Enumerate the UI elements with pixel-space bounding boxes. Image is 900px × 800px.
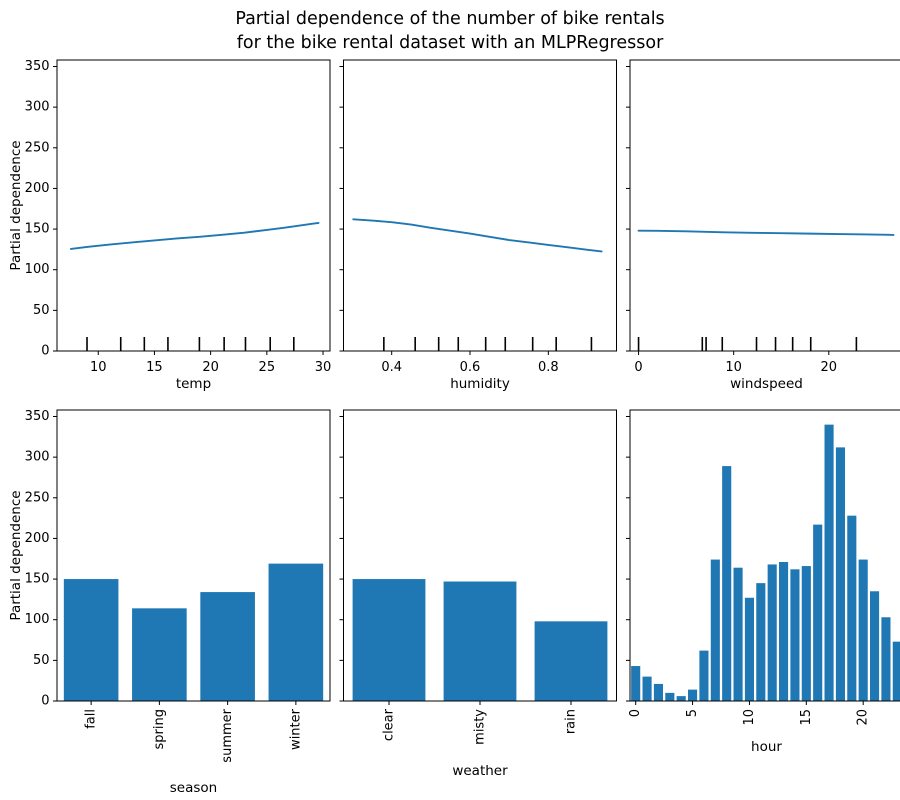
bar-hour-22 (881, 617, 891, 701)
bar-season-spring (132, 608, 187, 701)
subplot-windspeed: 0 10 20 windspeed (626, 59, 900, 392)
bar-season-fall (63, 579, 119, 701)
bar-hour-15 (801, 566, 811, 701)
subplot-hour: 0 5 10 15 20 hour (626, 409, 900, 755)
pd-line (352, 218, 603, 253)
bar-season-summer (200, 592, 255, 701)
y-tick-label: 50 (33, 303, 50, 318)
x-tick-label: 0 (628, 709, 643, 717)
y-tick-label: 150 (25, 222, 50, 237)
y-tick-label: 200 (25, 181, 50, 196)
x-axis-label: season (170, 780, 217, 796)
subplot-season: 0 50 100 150 200 250 300 350 fall spring summer win… (8, 409, 331, 796)
x-tick-label: 15 (146, 360, 163, 375)
x-tick-label: 10 (90, 360, 107, 375)
x-tick-label: 0 (634, 360, 642, 375)
bar-hour-12 (767, 564, 777, 701)
axes-frame (56, 59, 331, 352)
x-tick-label: 20 (821, 360, 838, 375)
x-axis-label: humidity (450, 376, 510, 392)
x-tick-label: misty (473, 709, 488, 745)
subplot-temp: 0 50 100 150 200 250 300 350 10 15 20 25 30 temp Parti… (8, 59, 331, 392)
y-tick-label: 200 (25, 531, 50, 546)
subplot-humidity: 0.4 0.6 0.8 humidity (339, 59, 617, 392)
y-tick-label: 100 (25, 262, 50, 277)
x-tick-label: winter (288, 708, 303, 750)
figure-title-line2: for the bike rental dataset with an MLPR… (236, 33, 664, 53)
x-tick-label: summer (220, 708, 235, 762)
bar-hour-18 (835, 447, 845, 701)
bar-hour-5 (688, 689, 698, 701)
bar-hour-10 (744, 597, 754, 701)
pd-line (69, 222, 320, 250)
figure-title-line1: Partial dependence of the number of bike… (235, 9, 665, 29)
axes-frame (343, 59, 617, 352)
x-axis-label: weather (452, 763, 508, 779)
y-tick-label: 100 (25, 612, 50, 627)
bar-hour-1 (642, 676, 652, 701)
x-tick-label: rain (564, 709, 579, 734)
figure-title: Partial dependence of the number of bike… (0, 7, 900, 55)
bar-hour-14 (790, 569, 800, 701)
bar-hour-7 (710, 559, 720, 701)
pd-line (637, 229, 895, 236)
x-tick-label: 20 (202, 360, 219, 375)
y-axis-label: Partial dependence (8, 490, 24, 620)
x-tick-label: 0.4 (381, 360, 402, 375)
bar-hour-20 (858, 559, 868, 701)
bar-hour-16 (813, 524, 823, 701)
y-tick-label: 0 (41, 344, 49, 359)
x-tick-label: spring (152, 709, 167, 749)
x-tick-label: 15 (799, 709, 814, 726)
y-tick-label: 250 (25, 490, 50, 505)
y-tick-label: 250 (25, 140, 50, 155)
x-tick-label: 20 (856, 709, 871, 726)
bar-hour-3 (665, 692, 675, 701)
bar-hour-13 (779, 562, 789, 701)
y-tick-label: 50 (33, 653, 50, 668)
bar-hour-6 (699, 650, 709, 701)
x-tick-label: 10 (742, 709, 757, 726)
y-tick-label: 350 (25, 59, 50, 74)
axes-frame (629, 409, 900, 702)
bar-hour-19 (847, 515, 857, 701)
x-tick-label: 0.8 (538, 360, 559, 375)
bar-season-winter (268, 563, 324, 701)
bar-hour-21 (870, 591, 880, 701)
y-tick-label: 150 (25, 572, 50, 587)
bar-hour-4 (676, 696, 686, 701)
y-tick-label: 0 (41, 694, 49, 709)
x-tick-label: fall (84, 709, 99, 729)
y-tick-label: 300 (25, 100, 50, 115)
bar-hour-0 (631, 666, 641, 701)
bar-weather-clear (352, 579, 426, 701)
bar-weather-misty (443, 581, 517, 701)
x-tick-label: 25 (259, 360, 276, 375)
bar-weather-rain (534, 621, 608, 701)
bar-hour-2 (653, 683, 663, 701)
y-tick-label: 300 (25, 450, 50, 465)
y-tick-label: 350 (25, 409, 50, 424)
x-axis-label: temp (176, 376, 211, 392)
x-axis-label: windspeed (730, 376, 803, 392)
subplot-weather: clear misty rain weather (339, 409, 617, 779)
bar-hour-17 (824, 424, 834, 701)
x-tick-label: 30 (315, 360, 332, 375)
x-tick-label: 5 (685, 709, 700, 717)
x-tick-label: 10 (725, 360, 742, 375)
x-axis-label: hour (751, 739, 782, 755)
bar-hour-9 (733, 567, 743, 701)
y-axis-label: Partial dependence (8, 140, 24, 270)
axes-frame (56, 409, 331, 702)
bar-hour-11 (756, 583, 766, 701)
bar-hour-23 (892, 641, 900, 701)
x-tick-label: clear (382, 708, 397, 741)
x-tick-label: 0.6 (460, 360, 481, 375)
axes-frame (629, 59, 900, 352)
bar-hour-8 (722, 466, 732, 701)
